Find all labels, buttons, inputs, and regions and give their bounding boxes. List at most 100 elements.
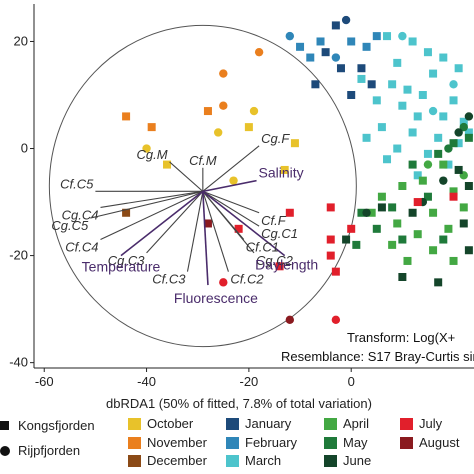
point-january-kongsfjorden (311, 80, 320, 89)
legend-month-label: June (343, 453, 372, 468)
legend-swatch (400, 417, 413, 430)
legend-month-january: January (226, 416, 291, 431)
point-january-rijpfjorden (341, 15, 351, 25)
point-february-kongsfjorden (362, 42, 371, 51)
correlation-circle-outline (48, 24, 357, 348)
data-points (122, 15, 474, 325)
species-vector (100, 190, 204, 241)
point-may-kongsfjorden (388, 203, 397, 212)
point-march-kongsfjorden (393, 58, 402, 67)
point-february-rijpfjorden (331, 53, 341, 62)
point-november-kongsfjorden (147, 123, 156, 132)
legend-month-label: October (147, 416, 194, 431)
point-november-rijpfjorden (219, 101, 228, 110)
point-july-kongsfjorden (331, 267, 340, 276)
point-may-kongsfjorden (423, 192, 432, 201)
legend-swatch (324, 417, 337, 430)
point-february-kongsfjorden (306, 53, 315, 62)
point-march-kongsfjorden (377, 123, 386, 132)
legend-month-november: November (128, 435, 207, 450)
environment-vector (202, 191, 209, 286)
point-april-kongsfjorden (388, 240, 397, 249)
species-vector (169, 161, 204, 192)
point-april-kongsfjorden (429, 208, 438, 217)
point-june-kongsfjorden (342, 235, 351, 244)
point-october-rijpfjorden (142, 144, 151, 153)
point-june-kongsfjorden (464, 246, 473, 255)
point-march-kongsfjorden (449, 96, 458, 105)
point-march-kongsfjorden (444, 160, 453, 169)
point-march-kongsfjorden (408, 128, 417, 137)
species-vector (186, 191, 204, 272)
point-july-rijpfjorden (331, 315, 341, 325)
point-april-rijpfjorden (423, 160, 433, 169)
legend-shape-circle: Rijpfjorden (0, 443, 80, 458)
environment-vector-label: Temperature (82, 259, 161, 275)
point-july-rijpfjorden (219, 278, 228, 287)
point-may-kongsfjorden (408, 160, 417, 169)
point-october-kongsfjorden (280, 165, 289, 174)
legend-swatch (400, 436, 413, 449)
point-april-kongsfjorden (398, 182, 407, 190)
x-axis-title: dbRDA1 (50% of fitted, 7.8% of total var… (106, 396, 372, 411)
legend-swatch (324, 454, 337, 467)
legend-month-december: December (128, 453, 207, 468)
legend-swatch (128, 454, 141, 467)
species-vector-label: Cf.C5 (60, 176, 94, 191)
point-march-rijpfjorden (449, 80, 458, 89)
point-march-kongsfjorden (439, 112, 448, 121)
legend-month-label: May (343, 435, 368, 450)
point-may-kongsfjorden (352, 240, 361, 249)
legend-month-october: October (128, 416, 193, 431)
point-january-kongsfjorden (347, 91, 356, 99)
legend-swatch (128, 436, 141, 449)
legend-shape-label: Kongsfjorden (18, 418, 95, 433)
point-november-kongsfjorden (203, 107, 212, 116)
legend-swatch (226, 454, 239, 467)
vectors (90, 145, 286, 286)
species-vector-label: Cf.F (261, 213, 287, 228)
species-vector-label: Cg.F (261, 131, 290, 146)
point-march-kongsfjorden (418, 91, 427, 99)
y-tick-label: 20 (14, 33, 28, 48)
species-vector (202, 190, 260, 227)
axes: 20 0 -20 -40 -60 -40 -20 0 (9, 4, 474, 389)
y-tick-label: -20 (9, 248, 28, 263)
x-tick-label: -60 (35, 374, 54, 389)
species-vector-label: Cg.C3 (108, 253, 146, 268)
species-vector (202, 191, 255, 254)
point-march-kongsfjorden (398, 101, 407, 110)
point-january-kongsfjorden (321, 48, 330, 57)
legend-month-label: April (343, 416, 370, 431)
point-august-rijpfjorden (285, 315, 295, 325)
point-march-kongsfjorden (388, 80, 397, 89)
point-february-kongsfjorden (372, 32, 381, 41)
point-february-rijpfjorden (285, 31, 295, 41)
species-vector (202, 145, 260, 192)
point-january-kongsfjorden (357, 64, 366, 73)
environment-vector (202, 190, 286, 257)
point-july-kongsfjorden (326, 251, 335, 260)
point-may-kongsfjorden (357, 208, 366, 217)
environment-vector (120, 190, 204, 257)
point-june-kongsfjorden (454, 165, 463, 174)
environment-vector-label: Salinity (259, 165, 304, 181)
correlation-circle (48, 24, 357, 348)
point-march-kongsfjorden (434, 133, 443, 142)
legend-month-february: February (226, 435, 297, 450)
point-june-kongsfjorden (398, 273, 407, 281)
point-november-rijpfjorden (254, 47, 264, 57)
species-vector-label: Cf.C2 (230, 272, 264, 287)
legend-month-march: March (226, 453, 281, 468)
environment-vector-label: Fluorescence (174, 290, 258, 306)
point-march-rijpfjorden (398, 31, 407, 41)
point-march-kongsfjorden (464, 128, 473, 137)
legend-shape-square: Kongsfjorden (0, 418, 95, 433)
point-march-kongsfjorden (408, 37, 417, 46)
legend-month-label: August (419, 435, 460, 450)
species-vector (100, 190, 203, 208)
point-april-kongsfjorden (449, 187, 458, 196)
point-march-kongsfjorden (362, 133, 371, 142)
x-tick-label: -20 (239, 374, 258, 389)
